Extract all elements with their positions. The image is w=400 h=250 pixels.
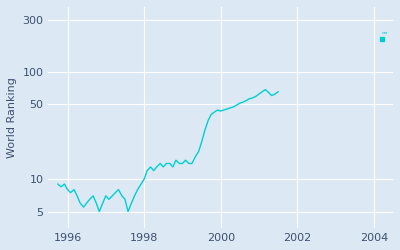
Text: "": "" bbox=[381, 31, 387, 37]
Y-axis label: World Ranking: World Ranking bbox=[7, 77, 17, 158]
